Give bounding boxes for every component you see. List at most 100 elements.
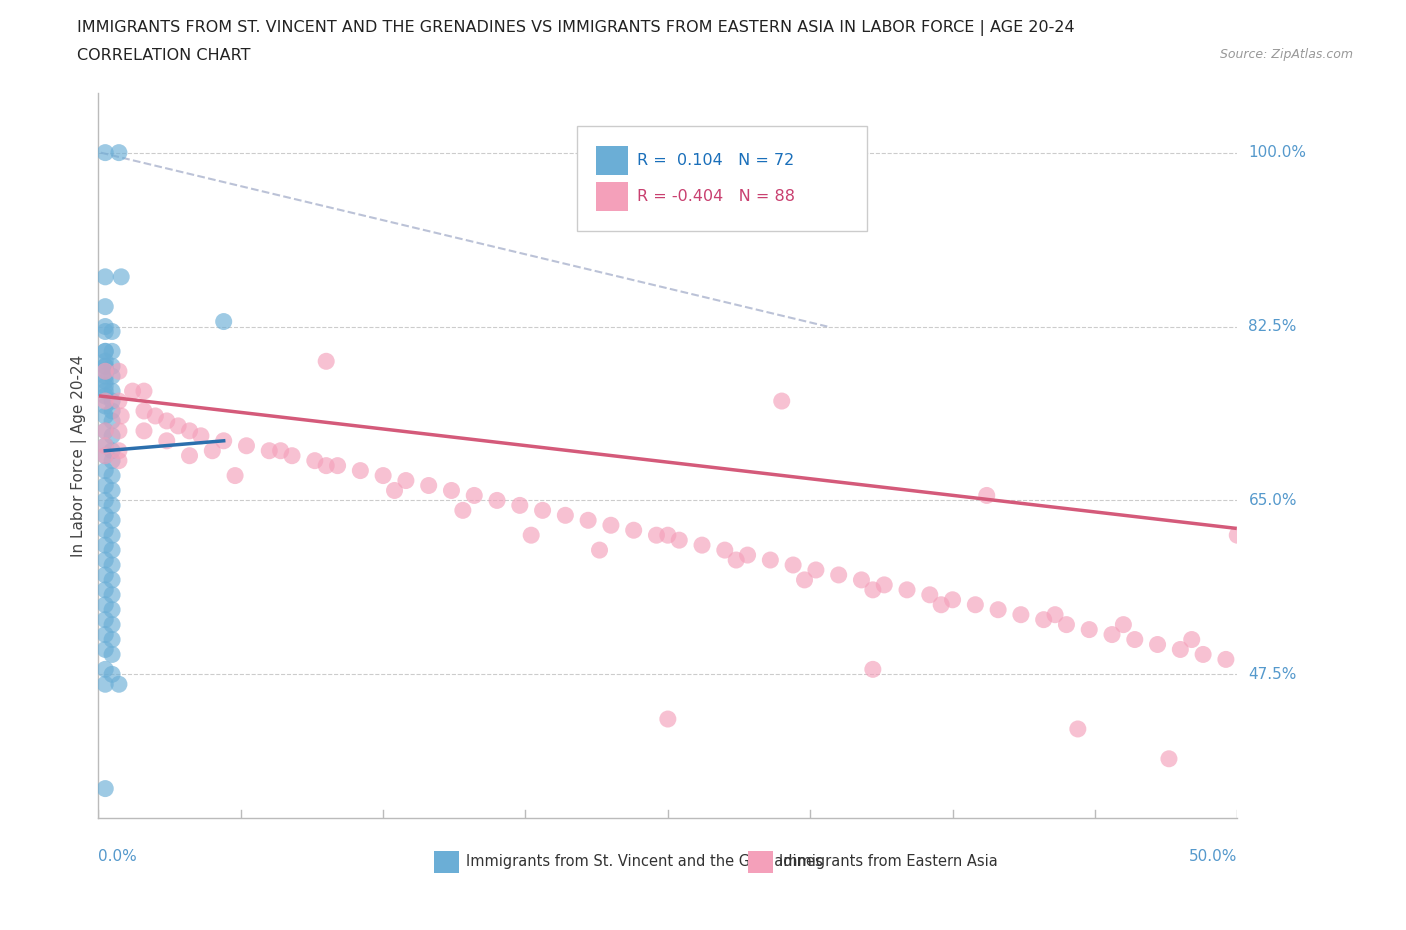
Point [101,588,124,603]
Text: Immigrants from Eastern Asia: Immigrants from Eastern Asia [779,855,998,870]
Point [657,527,679,542]
Point [179,423,201,438]
Point [1043,607,1066,622]
Text: CORRELATION CHART: CORRELATION CHART [77,48,250,63]
Point [371,468,394,483]
Point [828,567,851,582]
Point [101,667,124,682]
Point [108,145,131,160]
Point [101,344,124,359]
Point [1181,632,1204,647]
Point [588,543,610,558]
Point [108,364,131,379]
Point [987,603,1010,618]
Point [156,414,179,429]
Point [759,552,782,567]
Bar [434,851,460,872]
Point [121,384,143,399]
Point [520,527,543,542]
Point [1067,722,1090,737]
Point [94,319,117,334]
Point [451,503,474,518]
Point [94,448,117,463]
Point [94,423,117,438]
Point [94,582,117,597]
Point [224,468,246,483]
Point [600,518,623,533]
Point [1054,618,1078,632]
Point [862,662,884,677]
Text: 47.5%: 47.5% [1249,667,1296,682]
Point [965,597,987,612]
Point [101,527,124,542]
Point [942,592,965,607]
Point [94,781,117,796]
Point [326,458,349,473]
Point [1010,607,1032,622]
Point [94,324,117,339]
Text: 82.5%: 82.5% [1249,319,1296,334]
Point [101,384,124,399]
Point [1032,612,1054,627]
Point [94,359,117,374]
Point [281,448,304,463]
Point [101,603,124,618]
Point [101,324,124,339]
Point [896,582,918,597]
Point [94,567,117,582]
Point [770,393,793,408]
Point [108,677,131,692]
Point [101,393,124,408]
Point [94,353,117,368]
Text: R = -0.404   N = 88: R = -0.404 N = 88 [637,189,796,205]
Point [108,453,131,468]
Point [94,448,117,463]
Point [101,618,124,632]
Point [101,483,124,498]
Point [94,408,117,423]
Point [657,711,679,726]
Point [315,458,337,473]
Point [862,582,884,597]
Point [94,597,117,612]
Text: Source: ZipAtlas.com: Source: ZipAtlas.com [1219,48,1353,61]
Point [212,314,235,329]
Point [1192,647,1215,662]
Point [94,364,117,379]
Point [201,444,224,458]
Point [1170,642,1192,657]
Point [94,508,117,523]
Point [714,543,737,558]
Point [94,393,117,408]
Point [315,353,337,368]
Point [782,558,804,573]
Point [94,627,117,642]
Point [1215,652,1237,667]
Bar [748,851,773,872]
Point [851,573,873,588]
Point [101,512,124,527]
Point [94,344,117,359]
Point [463,488,485,503]
Y-axis label: In Labor Force | Age 20-24: In Labor Force | Age 20-24 [72,354,87,557]
Point [793,573,815,588]
Point [509,498,531,512]
Point [1157,751,1180,766]
Point [1146,637,1168,652]
Point [94,344,117,359]
FancyBboxPatch shape [576,126,868,231]
Text: R =  0.104   N = 72: R = 0.104 N = 72 [637,153,794,168]
Point [94,299,117,314]
Point [94,369,117,384]
Text: 50.0%: 50.0% [1189,849,1237,864]
Point [167,418,190,433]
Point [304,453,326,468]
Point [395,473,418,488]
Point [101,359,124,374]
Point [1123,632,1146,647]
Point [179,448,201,463]
Point [94,478,117,493]
Point [1226,527,1249,542]
Point [132,404,155,418]
Point [101,468,124,483]
